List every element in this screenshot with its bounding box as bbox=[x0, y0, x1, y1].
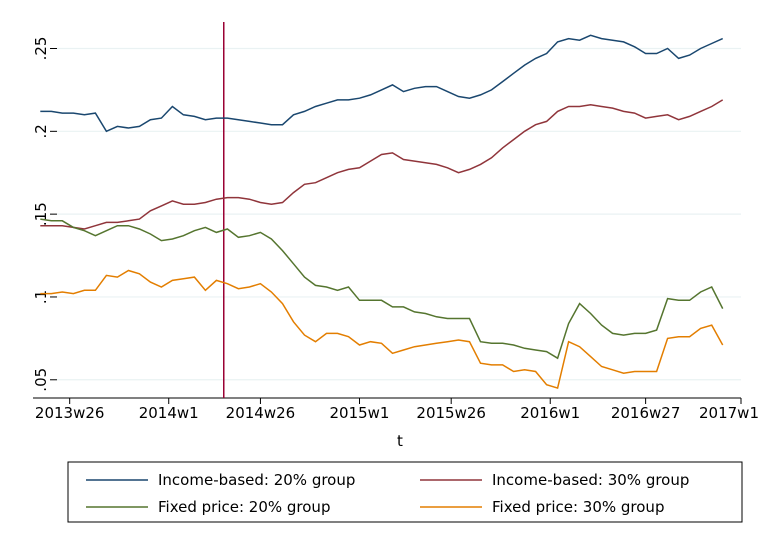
legend-label: Income-based: 20% group bbox=[158, 471, 355, 489]
y-tick-label: .2 bbox=[32, 124, 50, 138]
y-tick-label: .25 bbox=[32, 37, 50, 61]
x-tick-label: 2014w1 bbox=[139, 404, 199, 422]
y-tick-label: .15 bbox=[32, 202, 50, 226]
y-tick-label: .1 bbox=[32, 290, 50, 304]
x-tick-label: 2015w1 bbox=[329, 404, 389, 422]
legend-box bbox=[67, 461, 743, 523]
legend-label: Income-based: 30% group bbox=[492, 471, 689, 489]
x-tick-label: 2015w26 bbox=[416, 404, 486, 422]
x-tick-label: 2017w1 bbox=[699, 404, 759, 422]
legend-label: Fixed price: 20% group bbox=[158, 498, 330, 516]
data-line bbox=[40, 269, 724, 390]
data-line bbox=[40, 218, 724, 360]
x-tick-label: 2013w26 bbox=[35, 404, 105, 422]
data-line bbox=[40, 34, 724, 133]
x-tick-label: 2016w1 bbox=[520, 404, 580, 422]
x-tick-label: 2016w27 bbox=[611, 404, 681, 422]
data-line bbox=[40, 99, 724, 230]
y-tick-label: .05 bbox=[32, 368, 50, 392]
x-tick-label: 2014w26 bbox=[226, 404, 296, 422]
legend-label: Fixed price: 30% group bbox=[492, 498, 664, 516]
x-axis-title: t bbox=[397, 432, 403, 450]
